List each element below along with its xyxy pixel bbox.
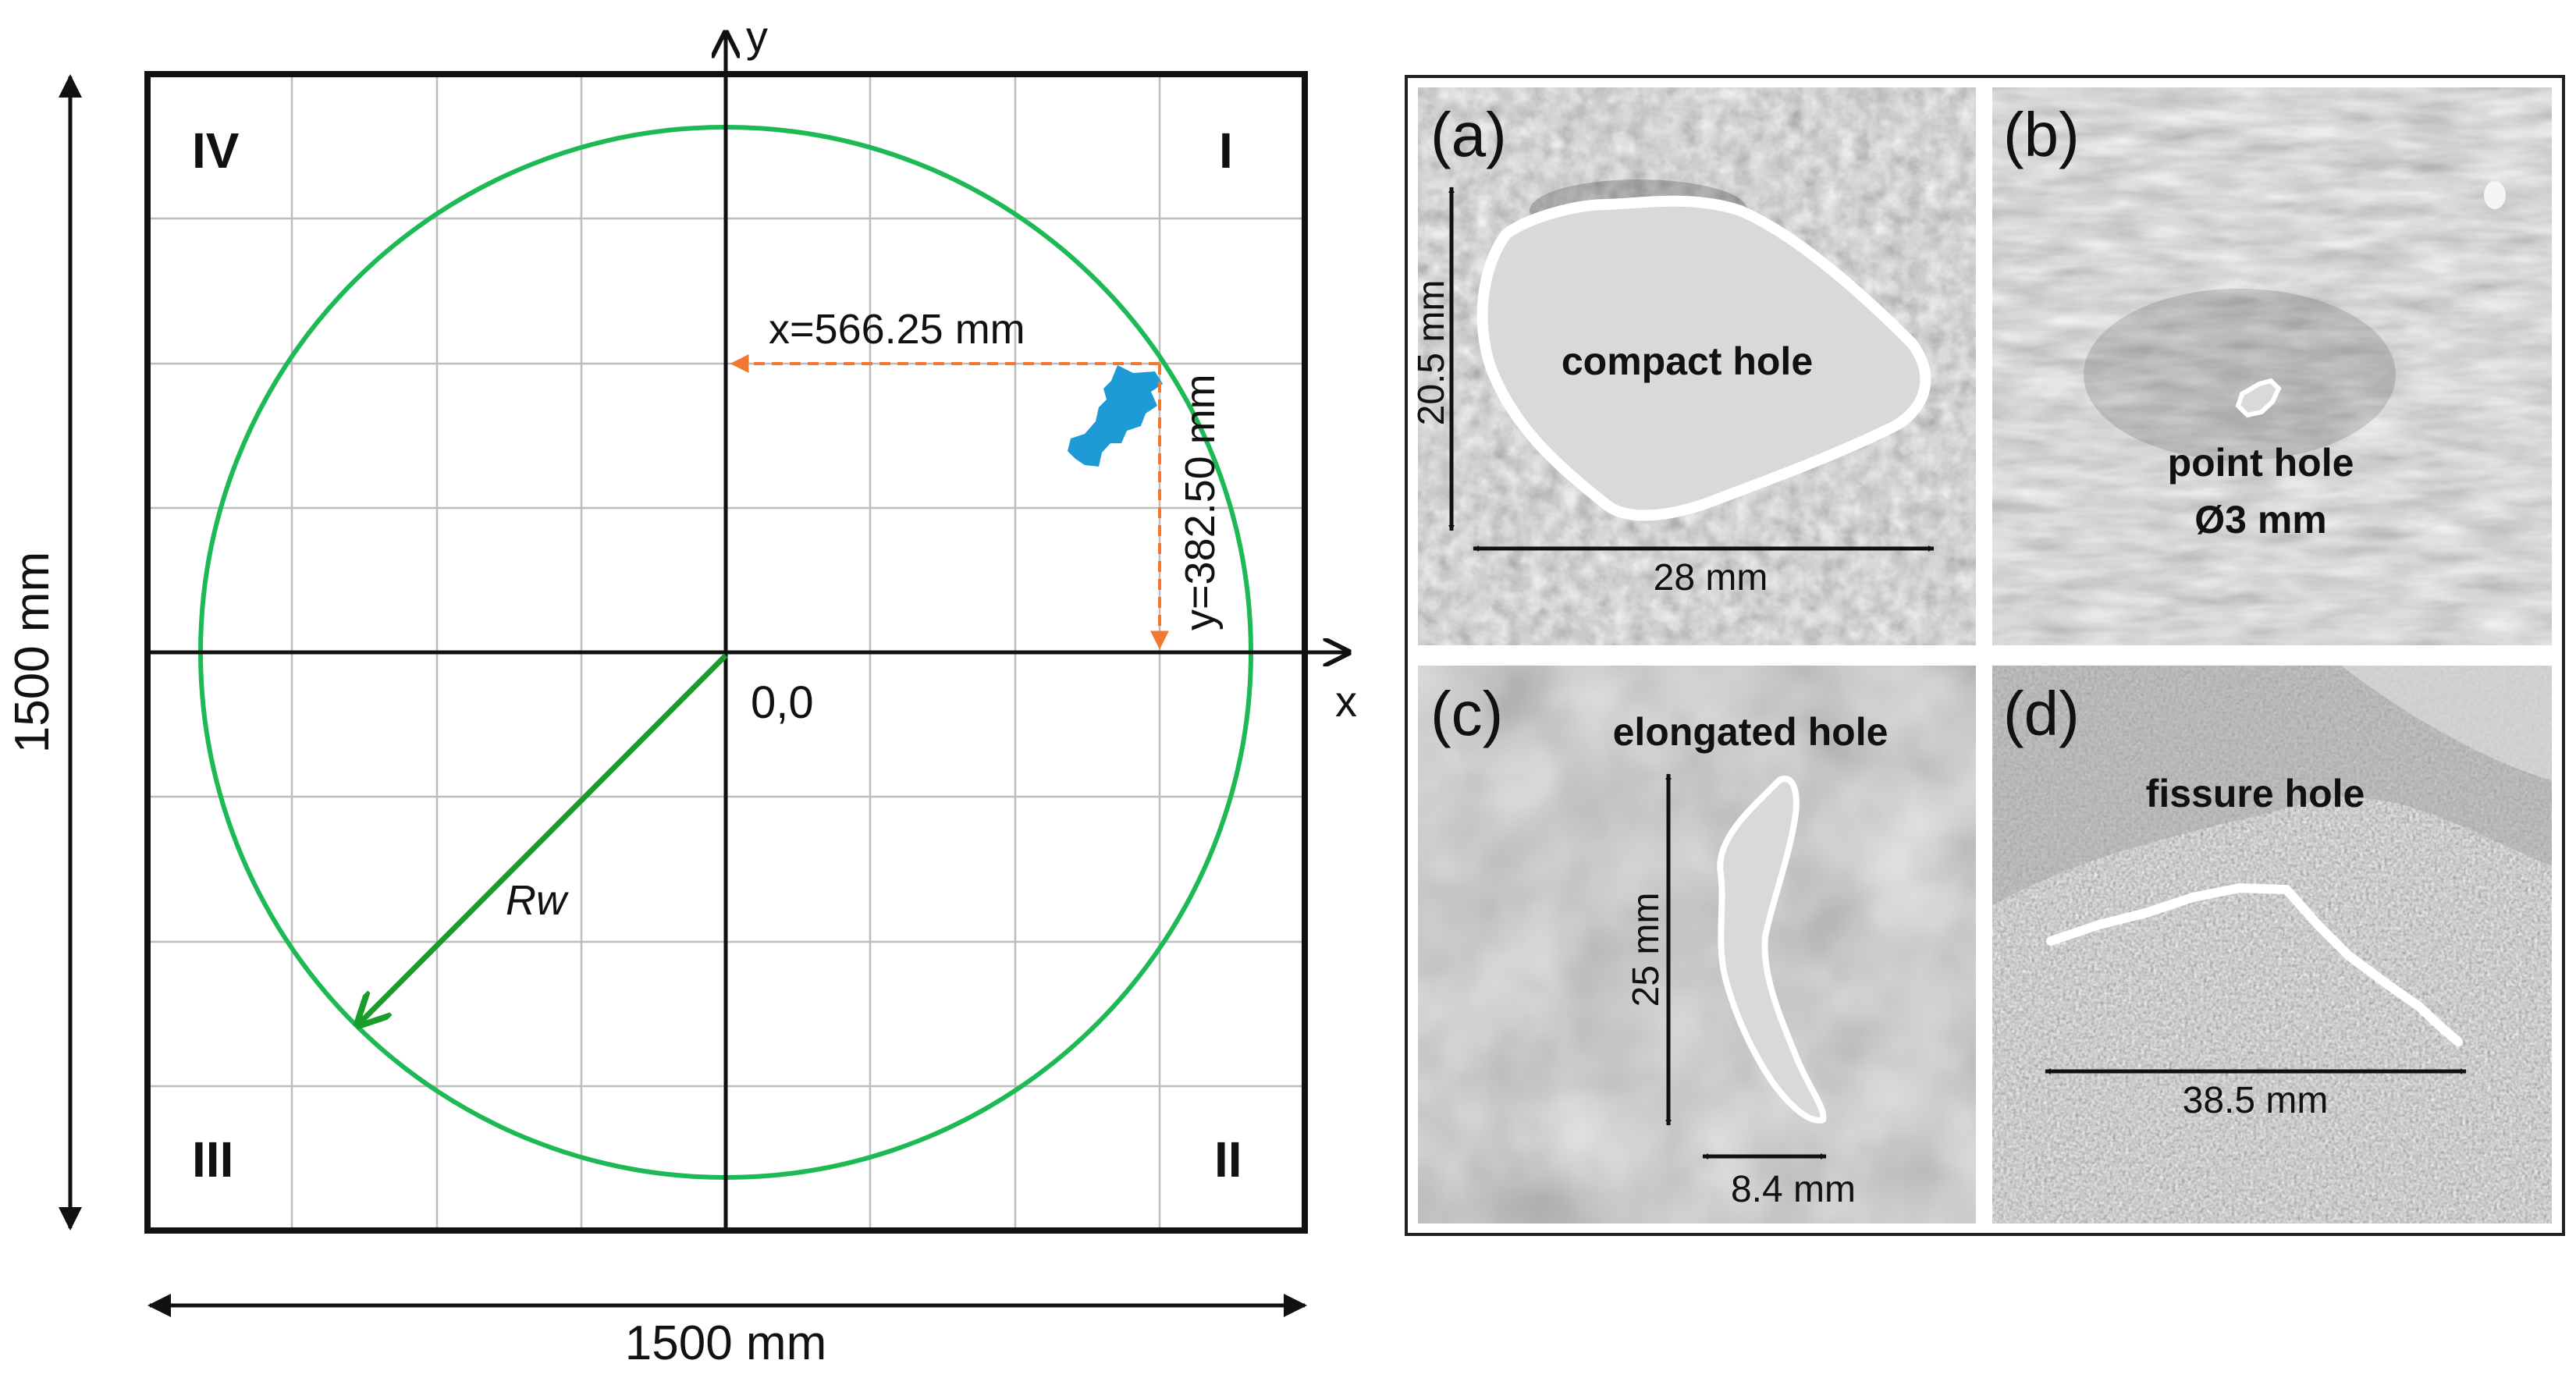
elongated-hole-outline — [1717, 776, 1827, 1124]
quadrant-label-iii: III — [192, 1131, 233, 1188]
panel-c-width-label: 8.4 mm — [1731, 1169, 1856, 1210]
panel-a-height-label: 20.5 mm — [1411, 280, 1452, 426]
panel-b-caption: point hole — [2168, 441, 2354, 485]
panel-b: (b) point hole Ø3 mm — [1992, 87, 2552, 645]
point-hole-outline — [2235, 378, 2282, 418]
panel-b-tag: (b) — [2003, 100, 2080, 169]
panel-a-width-label: 28 mm — [1654, 557, 1768, 598]
panel-d: (d) fissure hole 38.5 mm — [1992, 666, 2552, 1224]
hole-y-label: y=382.50 mm — [1177, 374, 1224, 630]
width-dimension-label: 1500 mm — [625, 1316, 826, 1370]
hole-x-label: x=566.25 mm — [769, 306, 1025, 353]
panel-d-caption: fissure hole — [2146, 772, 2365, 815]
panel-b-diameter: Ø3 mm — [2194, 498, 2327, 542]
photo-panels: (a) compact hole 20.5 mm 28 mm (b) point… — [1405, 75, 2565, 1236]
origin-label: 0,0 — [751, 677, 814, 728]
panel-c-tag: (c) — [1430, 679, 1503, 748]
quadrant-label-iv: IV — [192, 123, 240, 179]
x-axis-label: x — [1335, 677, 1357, 726]
panel-d-tag: (d) — [2003, 679, 2080, 748]
height-dimension-label: 1500 mm — [5, 552, 59, 753]
coordinate-diagram: x y 0,0 IV I III II Rw x=566.25 mm y=382… — [5, 12, 1357, 1370]
fissure-hole-outline — [2046, 883, 2463, 1046]
y-axis-label: y — [746, 12, 768, 61]
radius-arrow — [361, 653, 728, 1022]
panel-a: (a) compact hole 20.5 mm 28 mm — [1411, 87, 1976, 645]
panel-a-caption: compact hole — [1562, 339, 1813, 383]
panel-c: (c) elongated hole 25 mm 8.4 mm — [1418, 666, 1976, 1224]
quadrant-label-ii: II — [1214, 1131, 1242, 1188]
panel-d-length-label: 38.5 mm — [2183, 1080, 2329, 1121]
hole-marker-blob — [1068, 365, 1163, 467]
radius-label: Rw — [506, 877, 569, 924]
panel-c-length-label: 25 mm — [1626, 893, 1667, 1007]
quadrant-label-i: I — [1219, 123, 1233, 179]
compact-hole-outline — [1476, 195, 1931, 521]
panel-c-caption: elongated hole — [1613, 710, 1888, 754]
panel-a-tag: (a) — [1430, 100, 1507, 169]
